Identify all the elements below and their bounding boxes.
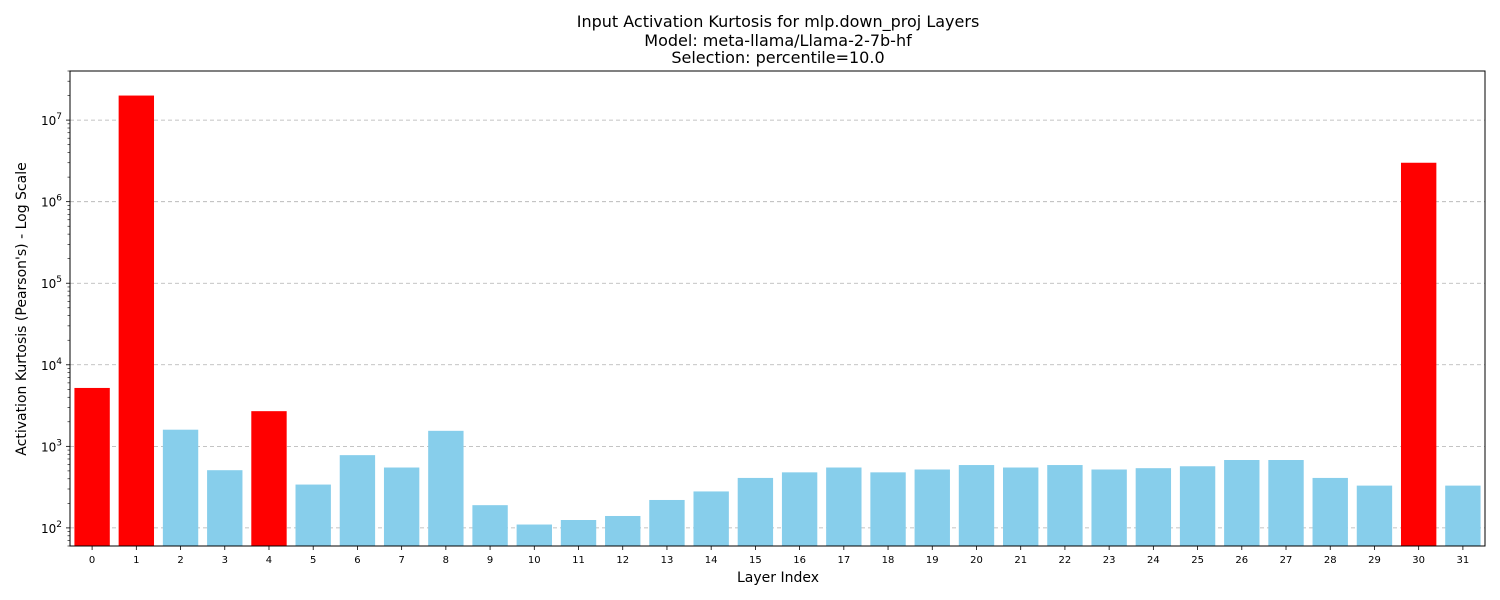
bar-layer-2 — [162, 429, 199, 546]
x-tick-label: 12 — [616, 555, 629, 566]
y-tick-label: 103 — [41, 438, 62, 454]
bar-layer-11 — [560, 520, 597, 546]
bar-layer-23 — [1091, 469, 1127, 546]
x-tick-label: 2 — [177, 555, 183, 566]
y-axis-label: Activation Kurtosis (Pearson's) - Log Sc… — [14, 162, 30, 455]
bar-layer-9 — [472, 505, 508, 546]
chart-title: Input Activation Kurtosis for mlp.down_p… — [577, 12, 980, 67]
bar-layer-21 — [1003, 467, 1039, 546]
x-tick-label: 0 — [89, 555, 95, 566]
bar-layer-10 — [516, 524, 552, 546]
x-tick-label: 17 — [837, 555, 850, 566]
chart-title-line-2: Model: meta-llama/Llama-2-7b-hf — [644, 31, 912, 50]
x-tick-label: 24 — [1147, 555, 1160, 566]
x-tick-label: 31 — [1457, 555, 1470, 566]
bar-layer-20 — [958, 465, 995, 546]
bar-layer-8 — [428, 430, 464, 546]
bar-layer-6 — [339, 455, 376, 546]
x-tick-label: 23 — [1103, 555, 1116, 566]
x-tick-label: 27 — [1280, 555, 1293, 566]
bar-layer-16 — [781, 472, 818, 546]
x-tick-label: 16 — [793, 555, 806, 566]
bar-layer-14 — [693, 491, 729, 546]
bar-layer-26 — [1224, 460, 1260, 546]
bar-layer-27 — [1268, 460, 1304, 546]
x-tick-label: 15 — [749, 555, 762, 566]
x-tick-label: 6 — [354, 555, 360, 566]
x-tick-label: 22 — [1059, 555, 1072, 566]
x-tick-label: 14 — [705, 555, 718, 566]
bar-layer-30 — [1400, 162, 1437, 546]
bar-layer-18 — [870, 472, 906, 546]
x-tick-label: 13 — [661, 555, 674, 566]
x-tick-label: 20 — [970, 555, 983, 566]
x-tick-label: 25 — [1191, 555, 1204, 566]
y-tick-label: 107 — [41, 112, 62, 128]
bar-layer-13 — [649, 499, 685, 546]
bar-layer-15 — [737, 477, 774, 546]
x-tick-label: 3 — [222, 555, 228, 566]
chart-title-line-3: Selection: percentile=10.0 — [671, 48, 884, 67]
x-tick-label: 19 — [926, 555, 939, 566]
bar-layer-29 — [1356, 485, 1393, 546]
plot-frame — [69, 70, 1486, 547]
x-tick-label: 30 — [1412, 555, 1425, 566]
x-tick-label: 1 — [133, 555, 139, 566]
bar-layer-5 — [295, 484, 331, 546]
bar-layer-25 — [1179, 466, 1216, 546]
x-tick-label: 7 — [398, 555, 404, 566]
x-tick-label: 26 — [1235, 555, 1248, 566]
y-tick-label: 102 — [41, 520, 62, 536]
x-axis-ticks: 0 1 2 3 4 5 6 7 8 9 10 11 12 13 14 15 16 17 18 19 20 21 22 23 24… — [89, 546, 1469, 566]
y-tick-label: 104 — [41, 357, 62, 373]
bar-layer-17 — [826, 467, 862, 546]
bar-layer-19 — [914, 469, 950, 546]
bar-layer-1 — [118, 95, 155, 546]
y-tick-label: 105 — [41, 275, 62, 291]
bars — [74, 95, 1481, 546]
x-tick-label: 21 — [1014, 555, 1027, 566]
y-tick-label: 106 — [41, 194, 62, 210]
x-tick-label: 9 — [487, 555, 493, 566]
bar-layer-22 — [1047, 465, 1083, 546]
x-tick-label: 18 — [882, 555, 895, 566]
x-tick-label: 4 — [266, 555, 272, 566]
chart-title-line-1: Input Activation Kurtosis for mlp.down_p… — [577, 12, 980, 32]
x-tick-label: 8 — [443, 555, 449, 566]
x-tick-label: 29 — [1368, 555, 1381, 566]
bar-layer-3 — [207, 470, 243, 546]
bar-layer-0 — [74, 387, 110, 546]
bar-layer-28 — [1312, 477, 1348, 546]
y-axis-ticks: 102 103 104 105 106 107 — [41, 70, 70, 547]
bar-layer-4 — [251, 411, 287, 546]
x-tick-label: 28 — [1324, 555, 1337, 566]
x-tick-label: 11 — [572, 555, 585, 566]
x-axis-label: Layer Index — [737, 570, 819, 586]
bar-layer-24 — [1135, 468, 1172, 546]
bar-layer-12 — [605, 515, 641, 546]
bar-layer-31 — [1445, 485, 1481, 546]
x-tick-label: 5 — [310, 555, 316, 566]
bar-layer-7 — [383, 467, 420, 546]
x-tick-label: 10 — [528, 555, 541, 566]
